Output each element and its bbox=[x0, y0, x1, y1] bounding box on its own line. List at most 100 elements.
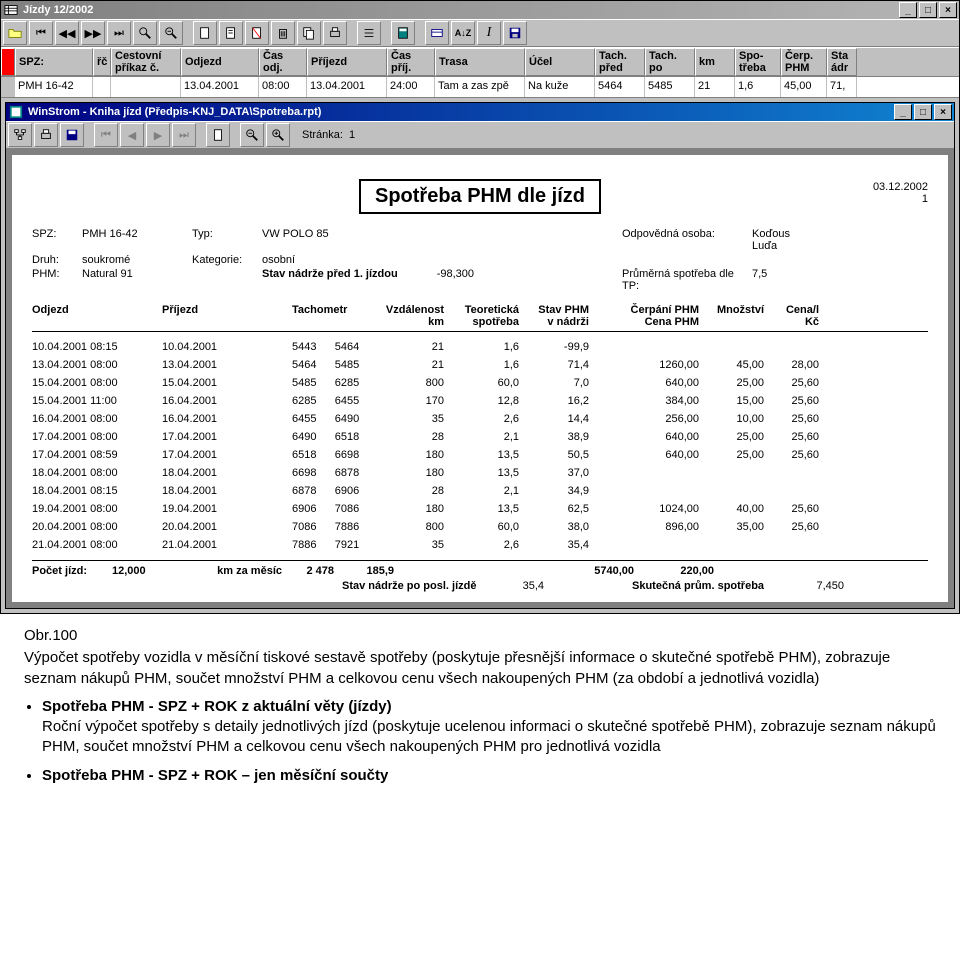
edit-icon[interactable] bbox=[219, 21, 243, 45]
report-footer: Počet jízd: 12,000 km za měsíc 2 478 185… bbox=[32, 560, 928, 592]
report-print-icon[interactable] bbox=[34, 123, 58, 147]
grid-cell[interactable]: 1,6 bbox=[735, 77, 781, 97]
page-value: 1 bbox=[349, 129, 355, 141]
minimize-button[interactable]: _ bbox=[899, 2, 917, 18]
column-header[interactable]: Sta ádr bbox=[827, 48, 857, 76]
column-header[interactable]: SPZ: bbox=[15, 48, 93, 76]
report-date: 03.12.2002 1 bbox=[873, 181, 928, 205]
list-icon[interactable] bbox=[357, 21, 381, 45]
column-header[interactable]: Trasa bbox=[435, 48, 525, 76]
report-meta: SPZ: PMH 16-42 Typ: VW POLO 85 Odpovědná… bbox=[32, 228, 928, 292]
italic-icon[interactable]: I bbox=[477, 21, 501, 45]
next-icon[interactable]: ▶▶ bbox=[81, 21, 105, 45]
column-header[interactable]: Čas odj. bbox=[259, 48, 307, 76]
last-icon[interactable]: ⏭ bbox=[107, 21, 131, 45]
column-header[interactable]: Odjezd bbox=[181, 48, 259, 76]
copy-icon[interactable] bbox=[245, 21, 269, 45]
open-icon[interactable] bbox=[3, 21, 27, 45]
grid-cell[interactable]: 5464 bbox=[595, 77, 645, 97]
report-row: 19.04.2001 08:0019.04.20016906 708618013… bbox=[32, 500, 928, 518]
report-toolbar: ⏮ ◀ ▶ ⏭ Stránka: 1 bbox=[6, 121, 954, 149]
column-header[interactable]: Spo- třeba bbox=[735, 48, 781, 76]
report-last-icon[interactable]: ⏭ bbox=[172, 123, 196, 147]
report-zoom-out-icon[interactable] bbox=[240, 123, 264, 147]
column-header[interactable]: Tach. před bbox=[595, 48, 645, 76]
column-header[interactable]: Čerp. PHM bbox=[781, 48, 827, 76]
report-next-icon[interactable]: ▶ bbox=[146, 123, 170, 147]
report-row: 18.04.2001 08:0018.04.20016698 687818013… bbox=[32, 464, 928, 482]
report-window: WinStrom - Kniha jízd (Předpis-KNJ_DATA\… bbox=[5, 102, 955, 609]
column-header[interactable]: Příjezd bbox=[307, 48, 387, 76]
report-row: 17.04.2001 08:5917.04.20016518 669818013… bbox=[32, 446, 928, 464]
grid-cell[interactable]: 5485 bbox=[645, 77, 695, 97]
tree-icon[interactable] bbox=[8, 123, 32, 147]
zoom-out-icon[interactable] bbox=[159, 21, 183, 45]
grid-cell[interactable]: 21 bbox=[695, 77, 735, 97]
grid-cell[interactable]: 13.04.2001 bbox=[181, 77, 259, 97]
grid-headers: SPZ:řčCestovní příkaz č.OdjezdČas odj.Př… bbox=[1, 47, 959, 77]
report-row: 18.04.2001 08:1518.04.20016878 6906282,1… bbox=[32, 482, 928, 500]
report-row: 13.04.2001 08:0013.04.20015464 5485211,6… bbox=[32, 356, 928, 374]
calc-icon[interactable] bbox=[391, 21, 415, 45]
grid-cell[interactable] bbox=[1, 77, 15, 97]
delete-icon[interactable] bbox=[271, 21, 295, 45]
grid-row[interactable]: PMH 16-4213.04.200108:0013.04.200124:00T… bbox=[1, 77, 959, 98]
report-row: 21.04.2001 08:0021.04.20017886 7921352,6… bbox=[32, 536, 928, 554]
main-titlebar: Jízdy 12/2002 _ □ × bbox=[1, 1, 959, 19]
report-row: 17.04.2001 08:0017.04.20016490 6518282,1… bbox=[32, 428, 928, 446]
prev-icon[interactable]: ◀◀ bbox=[55, 21, 79, 45]
report-page-icon[interactable] bbox=[206, 123, 230, 147]
save-icon[interactable] bbox=[503, 21, 527, 45]
card-icon[interactable] bbox=[425, 21, 449, 45]
grid-cell[interactable]: PMH 16-42 bbox=[15, 77, 93, 97]
report-columns: Odjezd Příjezd Tachometr Vzdálenost km T… bbox=[32, 304, 928, 332]
report-app-icon bbox=[8, 104, 24, 120]
report-minimize-button[interactable]: _ bbox=[894, 104, 912, 120]
print-icon[interactable] bbox=[323, 21, 347, 45]
main-toolbar: ⏮ ◀◀ ▶▶ ⏭ A↓Z I bbox=[1, 19, 959, 47]
report-row: 15.04.2001 08:0015.04.20015485 628580060… bbox=[32, 374, 928, 392]
report-titlebar: WinStrom - Kniha jízd (Předpis-KNJ_DATA\… bbox=[6, 103, 954, 121]
grid-cell[interactable]: 24:00 bbox=[387, 77, 435, 97]
report-save-icon[interactable] bbox=[60, 123, 84, 147]
grid-cell[interactable]: Tam a zas zpě bbox=[435, 77, 525, 97]
column-header[interactable]: Čas příj. bbox=[387, 48, 435, 76]
sort-icon[interactable]: A↓Z bbox=[451, 21, 475, 45]
page-label: Stránka: bbox=[302, 129, 343, 141]
report-row: 15.04.2001 11:0016.04.20016285 645517012… bbox=[32, 392, 928, 410]
report-title-text: WinStrom - Kniha jízd (Předpis-KNJ_DATA\… bbox=[28, 106, 321, 118]
caption-p1: Výpočet spotřeby vozidla v měsíční tisko… bbox=[24, 648, 936, 689]
grid-cell[interactable]: 08:00 bbox=[259, 77, 307, 97]
grid-cell[interactable] bbox=[93, 77, 111, 97]
grid-cell[interactable]: Na kuže bbox=[525, 77, 595, 97]
report-row: 16.04.2001 08:0016.04.20016455 6490352,6… bbox=[32, 410, 928, 428]
column-header[interactable]: Tach. po bbox=[645, 48, 695, 76]
app-window: Jízdy 12/2002 _ □ × ⏮ ◀◀ ▶▶ ⏭ A↓Z I SPZ:… bbox=[0, 0, 960, 614]
report-prev-icon[interactable]: ◀ bbox=[120, 123, 144, 147]
main-title: Jízdy 12/2002 bbox=[23, 4, 93, 16]
duplicate-icon[interactable] bbox=[297, 21, 321, 45]
column-header[interactable]: Účel bbox=[525, 48, 595, 76]
report-zoom-in-icon[interactable] bbox=[266, 123, 290, 147]
close-button[interactable]: × bbox=[939, 2, 957, 18]
column-header[interactable]: km bbox=[695, 48, 735, 76]
find-icon[interactable] bbox=[133, 21, 157, 45]
figure-caption: Obr.100 Výpočet spotřeby vozidla v měsíč… bbox=[0, 614, 960, 794]
report-first-icon[interactable]: ⏮ bbox=[94, 123, 118, 147]
first-icon[interactable]: ⏮ bbox=[29, 21, 53, 45]
report-page: Spotřeba PHM dle jízd 03.12.2002 1 SPZ: … bbox=[12, 155, 948, 602]
app-icon bbox=[3, 2, 19, 18]
grid-cell[interactable] bbox=[111, 77, 181, 97]
report-close-button[interactable]: × bbox=[934, 104, 952, 120]
new-icon[interactable] bbox=[193, 21, 217, 45]
grid-cell[interactable]: 13.04.2001 bbox=[307, 77, 387, 97]
report-title: Spotřeba PHM dle jízd bbox=[359, 179, 601, 214]
grid-cell[interactable]: 71, bbox=[827, 77, 857, 97]
column-header[interactable]: řč bbox=[93, 48, 111, 76]
column-header[interactable]: Cestovní příkaz č. bbox=[111, 48, 181, 76]
column-header[interactable] bbox=[1, 48, 15, 76]
report-row: 20.04.2001 08:0020.04.20017086 788680060… bbox=[32, 518, 928, 536]
maximize-button[interactable]: □ bbox=[919, 2, 937, 18]
report-maximize-button[interactable]: □ bbox=[914, 104, 932, 120]
grid-cell[interactable]: 45,00 bbox=[781, 77, 827, 97]
